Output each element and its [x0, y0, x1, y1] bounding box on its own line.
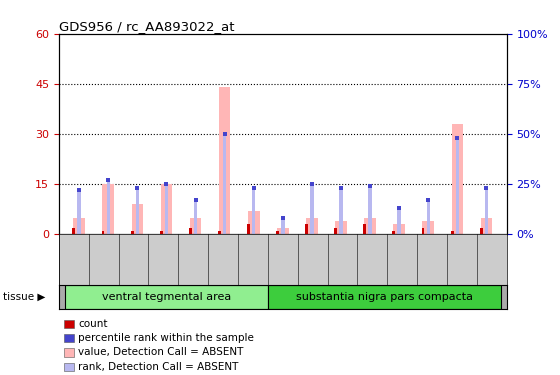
Bar: [160, 231, 162, 234]
Bar: [223, 134, 226, 234]
Bar: [190, 217, 202, 234]
Bar: [165, 184, 168, 234]
Bar: [363, 224, 366, 234]
Bar: [252, 188, 255, 234]
Bar: [456, 138, 459, 234]
Bar: [281, 218, 284, 234]
Bar: [136, 188, 139, 234]
Bar: [161, 184, 172, 234]
Bar: [276, 231, 279, 234]
Text: ventral tegmental area: ventral tegmental area: [102, 292, 231, 302]
Bar: [132, 204, 143, 234]
Bar: [451, 231, 454, 234]
Bar: [72, 228, 76, 234]
Bar: [364, 217, 376, 234]
Bar: [480, 228, 483, 234]
Bar: [305, 224, 308, 234]
Bar: [451, 124, 463, 234]
Bar: [277, 228, 288, 234]
Bar: [335, 221, 347, 234]
Bar: [422, 221, 434, 234]
Text: percentile rank within the sample: percentile rank within the sample: [78, 333, 254, 343]
Bar: [393, 224, 405, 234]
Bar: [368, 186, 372, 234]
Bar: [219, 87, 230, 234]
Bar: [101, 231, 105, 234]
Bar: [398, 208, 401, 234]
Text: substantia nigra pars compacta: substantia nigra pars compacta: [296, 292, 473, 302]
Bar: [485, 188, 488, 234]
Bar: [106, 180, 110, 234]
Bar: [247, 224, 250, 234]
Text: rank, Detection Call = ABSENT: rank, Detection Call = ABSENT: [78, 362, 239, 372]
Bar: [339, 188, 343, 234]
Bar: [77, 190, 81, 234]
Bar: [130, 231, 134, 234]
Bar: [218, 231, 221, 234]
Bar: [334, 228, 337, 234]
Text: GDS956 / rc_AA893022_at: GDS956 / rc_AA893022_at: [59, 20, 234, 33]
Bar: [422, 228, 424, 234]
Bar: [427, 200, 430, 234]
Bar: [306, 217, 318, 234]
Bar: [480, 217, 492, 234]
Bar: [73, 217, 85, 234]
Text: value, Detection Call = ABSENT: value, Detection Call = ABSENT: [78, 348, 244, 357]
Bar: [64, 285, 268, 309]
Bar: [102, 184, 114, 234]
Bar: [310, 184, 314, 234]
Text: tissue ▶: tissue ▶: [3, 292, 45, 302]
Bar: [393, 231, 395, 234]
Text: count: count: [78, 319, 108, 329]
Bar: [189, 228, 192, 234]
Bar: [194, 200, 197, 234]
Bar: [268, 285, 501, 309]
Bar: [248, 211, 259, 234]
